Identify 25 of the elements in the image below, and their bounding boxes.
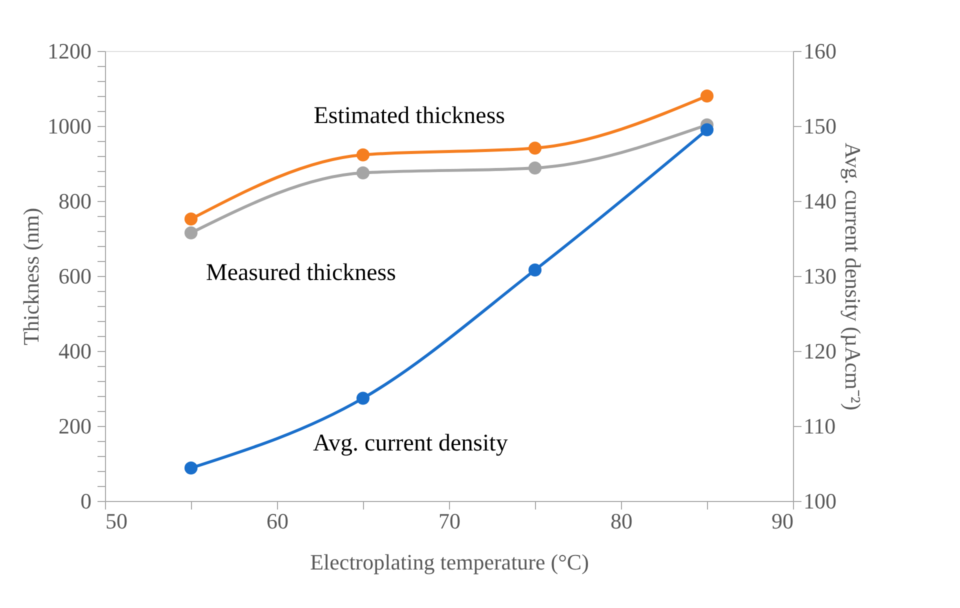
y2-tick-label: 160 [804,38,836,64]
y-tick-label: 400 [58,338,92,364]
x-tick-label: 70 [438,508,460,534]
y2-tick-label: 110 [804,414,836,438]
y2-tick-label: 130 [804,264,836,288]
series-label: Estimated thickness [314,103,505,130]
y-tick-label: 600 [58,264,92,288]
y2-tick-label: 120 [804,338,836,364]
x-tick-label: 90 [772,508,794,534]
y-tick-label: 800 [58,188,92,214]
y-tick-label: 1200 [48,38,92,64]
x-tick-label: 80 [610,508,632,534]
x-tick-label: 60 [266,508,288,534]
x-axis-title: Electroplating temperature (°C) [310,550,589,574]
y2-axis-title: Avg. current density (µAcm⁻²) [840,142,866,410]
series-label: Avg. current density [313,430,508,456]
y2-tick-label: 150 [804,114,836,138]
y-tick-label: 200 [58,414,92,438]
y2-tick-label: 140 [804,188,836,214]
y-axis-title: Thickness (nm) [18,208,44,346]
series-label: Measured thickness [206,260,396,286]
x-tick-label: 50 [106,508,128,534]
y-tick-label: 0 [80,488,92,514]
y-tick-label: 1000 [48,114,92,138]
y2-tick-label: 100 [804,488,836,514]
